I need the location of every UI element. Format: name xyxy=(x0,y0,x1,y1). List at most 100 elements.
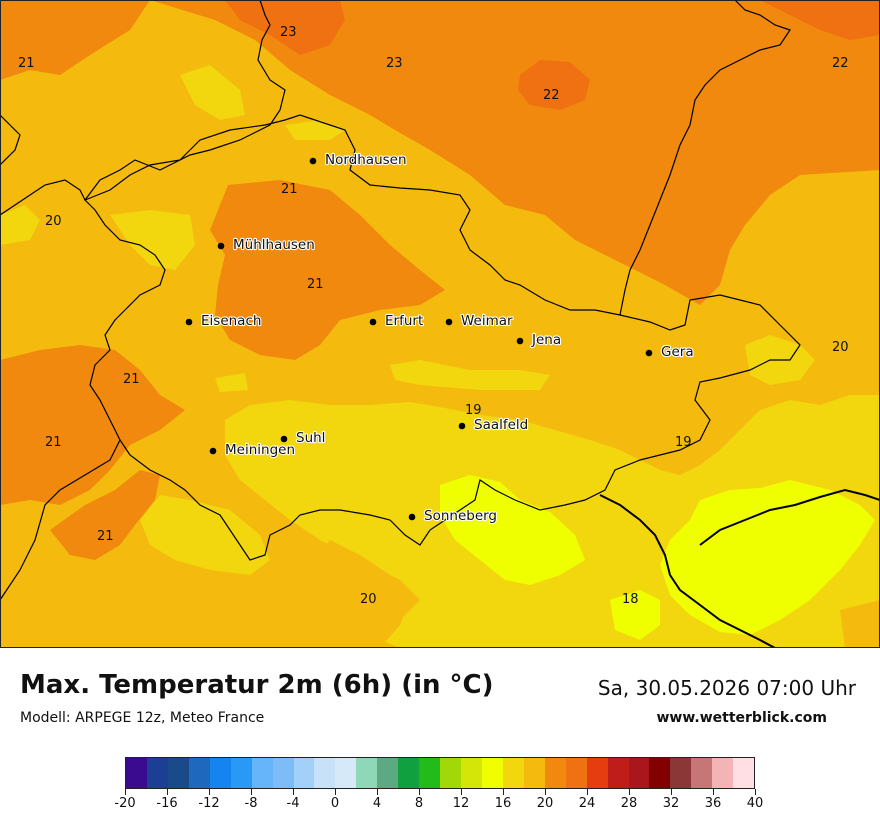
isoline-label: 19 xyxy=(465,403,482,418)
colorbar-tick xyxy=(292,789,294,795)
city-label: Mühlhausen xyxy=(233,237,315,253)
border-line-east xyxy=(619,0,791,316)
city-label: Eisenach xyxy=(201,313,261,329)
isoline-label: 22 xyxy=(543,88,560,103)
city-erfurt[interactable]: Erfurt xyxy=(369,312,424,330)
colorbar-segment xyxy=(293,758,315,788)
colorbar-tick xyxy=(166,789,168,795)
city-gera[interactable]: Gera xyxy=(645,343,695,361)
city-label: Weimar xyxy=(461,313,513,329)
isoline-label: 21 xyxy=(18,56,35,71)
colorbar-segment xyxy=(607,758,629,788)
city-dot xyxy=(185,318,193,326)
city-jena[interactable]: Jena xyxy=(516,331,562,349)
city-label: Jena xyxy=(531,332,561,348)
city-weimar[interactable]: Weimar xyxy=(445,312,514,330)
colorbar-tick xyxy=(544,789,546,795)
city-dot xyxy=(516,337,524,345)
city-nordhausen[interactable]: Nordhausen xyxy=(309,151,408,169)
temperature-zone-21-22-north xyxy=(0,0,880,305)
temperature-zone-19-20-southwest xyxy=(140,495,270,575)
colorbar-tick xyxy=(586,789,588,795)
city-label: Nordhausen xyxy=(325,152,407,168)
colorbar-segment xyxy=(314,758,336,788)
colorbar-tick xyxy=(670,789,672,795)
temperature-zone-20-21-center-e xyxy=(390,360,550,390)
colorbar-segment xyxy=(461,758,482,788)
colorbar-segment xyxy=(126,758,147,788)
colorbar-tick-label: -20 xyxy=(114,796,136,811)
colorbar-tick-label: -12 xyxy=(198,796,220,811)
city-suhl[interactable]: Suhl xyxy=(280,429,327,447)
colorbar-tick-label: -16 xyxy=(156,796,178,811)
city-saalfeld[interactable]: Saalfeld xyxy=(458,416,529,434)
temperature-zone-21-22-west xyxy=(0,345,185,505)
city-label: Meiningen xyxy=(225,442,295,458)
isoline-label: 18 xyxy=(622,592,639,607)
colorbar-tick-label: 40 xyxy=(746,796,764,811)
temperature-colorbar xyxy=(125,757,755,789)
colorbar-segment xyxy=(356,758,378,788)
isoline-label: 21 xyxy=(123,372,140,387)
city-dot xyxy=(209,447,217,455)
map-footer: Max. Temperatur 2m (6h) (in °C) Modell: … xyxy=(0,648,880,830)
colorbar-segment xyxy=(251,758,273,788)
temperature-zone-20-21-northwest-c xyxy=(110,210,195,270)
temperature-zone-18-19-south xyxy=(610,590,660,640)
colorbar-tick xyxy=(250,789,252,795)
colorbar-tick-label: 32 xyxy=(662,796,680,811)
temperature-zone-20-21-north-a xyxy=(180,65,245,120)
website-link[interactable]: www.wetterblick.com xyxy=(656,710,828,726)
city-label: Erfurt xyxy=(385,313,423,329)
colorbar-segment xyxy=(272,758,294,788)
colorbar-tick xyxy=(376,789,378,795)
state-border xyxy=(83,114,801,561)
colorbar-tick xyxy=(712,789,714,795)
city-dot xyxy=(369,318,377,326)
city-label: Suhl xyxy=(296,430,325,446)
temperature-zone-20-21-southeast xyxy=(840,600,880,648)
city-eisenach[interactable]: Eisenach xyxy=(185,312,263,330)
colorbar-tick xyxy=(418,789,420,795)
colorbar-segment xyxy=(628,758,650,788)
isoline-label: 21 xyxy=(97,529,114,544)
colorbar-segment xyxy=(167,758,189,788)
colorbar-tick-label: 36 xyxy=(704,796,722,811)
isoline-labels: 21 23 23 22 22 21 20 21 21 21 21 20 19 1… xyxy=(18,25,849,607)
colorbar-tick xyxy=(334,789,336,795)
border-line-west xyxy=(0,114,86,216)
city-muehlhausen[interactable]: Mühlhausen xyxy=(217,236,316,254)
forecast-datetime: Sa, 30.05.2026 07:00 Uhr xyxy=(597,676,856,700)
city-dot xyxy=(408,513,416,521)
border-line-southeast-b xyxy=(699,488,880,546)
temperature-zone-20-21-center-f xyxy=(215,373,248,392)
colorbar-segment xyxy=(377,758,399,788)
city-sonneberg[interactable]: Sonneberg xyxy=(408,507,498,525)
temperature-zone-18-19-east xyxy=(660,480,875,635)
colorbar-tick-label: 28 xyxy=(620,796,638,811)
temperature-zone-22-23-corner xyxy=(760,0,880,40)
model-subtitle: Modell: ARPEGE 12z, Meteo France xyxy=(20,710,265,726)
isoline-label: 19 xyxy=(675,435,692,450)
city-label: Sonneberg xyxy=(424,508,497,524)
colorbar-segment xyxy=(565,758,587,788)
city-dot xyxy=(458,422,466,430)
city-dot xyxy=(445,318,453,326)
map-title: Max. Temperatur 2m (6h) (in °C) xyxy=(20,670,494,700)
colorbar-segment xyxy=(670,758,692,788)
city-meiningen[interactable]: Meiningen xyxy=(209,441,296,459)
city-dot xyxy=(645,349,653,357)
city-dot xyxy=(280,435,288,443)
border-line-southeast xyxy=(599,494,776,648)
temperature-zone-21-22-central xyxy=(210,180,445,360)
colorbar-segment xyxy=(230,758,252,788)
colorbar-segment xyxy=(544,758,566,788)
colorbar-segment xyxy=(398,758,420,788)
colorbar-tick xyxy=(754,789,756,795)
temperature-zone-20-21-northwest-d xyxy=(0,205,40,245)
colorbar-ticks: -20 -16 -12 -8 -4 0 4 8 12 16 20 24 28 32 36 40 xyxy=(114,789,763,819)
colorbar-segment xyxy=(146,758,168,788)
colorbar-segment xyxy=(733,758,755,788)
temperature-map: 21 23 23 22 22 21 20 21 21 21 21 20 19 1… xyxy=(0,0,880,648)
colorbar-segment xyxy=(523,758,545,788)
